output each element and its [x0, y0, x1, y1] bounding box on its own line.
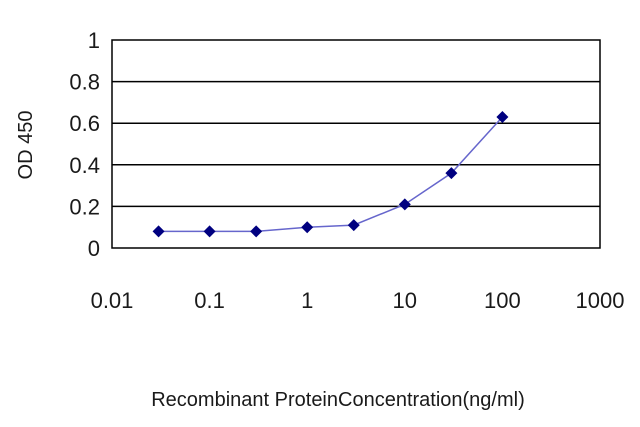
- x-axis: 0.01 0.1 1 10 100 1000: [91, 288, 625, 313]
- series-line: [158, 116, 503, 233]
- x-tick-label: 100: [484, 288, 521, 313]
- x-tick-label: 1: [301, 288, 313, 313]
- y-tick-label: 0.8: [69, 70, 100, 95]
- y-tick-label: 0.2: [69, 194, 100, 219]
- data-point: [250, 225, 263, 238]
- y-tick-label: 0: [88, 236, 100, 261]
- data-point: [203, 225, 216, 238]
- x-tick-label: 1000: [576, 288, 625, 313]
- x-axis-title: Recombinant ProteinConcentration(ng/ml): [151, 389, 525, 411]
- y-tick-label: 0.4: [69, 153, 100, 178]
- y-tick-label: 1: [88, 28, 100, 53]
- grid-lines: [112, 80, 600, 208]
- x-tick-label: 0.1: [194, 288, 225, 313]
- x-tick-label: 10: [393, 288, 417, 313]
- data-point: [347, 219, 360, 232]
- data-point: [398, 198, 411, 211]
- y-tick-label: 0.6: [69, 111, 100, 136]
- y-axis: 0 0.2 0.4 0.6 0.8 1: [69, 28, 100, 261]
- plot-area: [111, 39, 601, 249]
- x-tick-label: 0.01: [91, 288, 134, 313]
- data-point: [152, 225, 165, 238]
- data-point: [496, 110, 509, 123]
- y-axis-title: OD 450: [15, 111, 37, 180]
- data-point: [301, 221, 314, 234]
- data-points: [152, 110, 509, 238]
- data-point: [445, 167, 458, 180]
